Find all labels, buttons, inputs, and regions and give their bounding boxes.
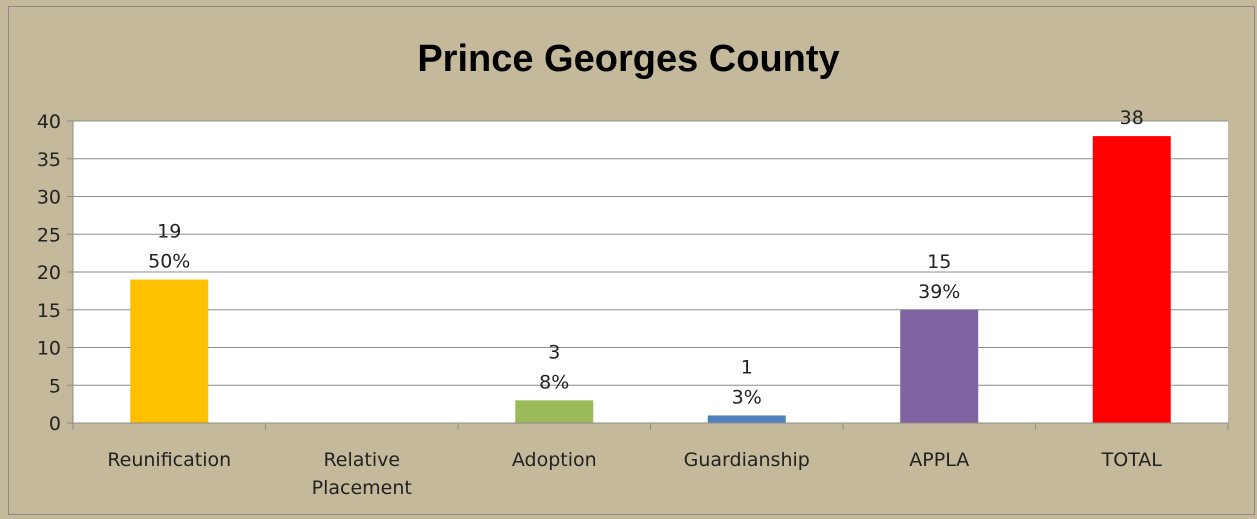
- y-tick-label: 15: [37, 300, 61, 322]
- x-category-label: Placement: [312, 477, 412, 499]
- bars: [130, 136, 1171, 423]
- y-tick-label: 35: [37, 149, 61, 171]
- bar: [1092, 136, 1171, 423]
- data-labels: 19 50% 3 8% 1 3% 15 39% 38: [148, 107, 1144, 408]
- y-tick-label: 5: [49, 375, 61, 397]
- data-label: 3: [548, 341, 560, 363]
- data-label: 39%: [918, 281, 960, 303]
- bar: [707, 415, 786, 423]
- gridlines: [73, 120, 1228, 386]
- x-category-label: TOTAL: [1101, 449, 1163, 471]
- y-tick-label: 40: [37, 111, 61, 133]
- x-category-label: Relative: [323, 449, 400, 471]
- data-label: 3%: [732, 386, 762, 408]
- data-label: 8%: [539, 371, 569, 393]
- x-axis-categories: Reunification Relative Placement Adoption Gu…: [107, 449, 1162, 499]
- y-tick-label: 30: [37, 187, 61, 209]
- data-label: 50%: [148, 251, 190, 273]
- y-axis-ticks: 0 5 10 15 20 25 30 35 40: [37, 111, 73, 435]
- y-tick-label: 25: [37, 224, 61, 246]
- bar: [130, 279, 209, 423]
- data-label: 38: [1120, 107, 1144, 129]
- y-tick-label: 0: [49, 413, 61, 435]
- chart-frame: [8, 6, 1255, 515]
- data-label: 19: [157, 221, 181, 243]
- y-tick-label: 20: [37, 262, 61, 284]
- chart-title: Prince Georges County: [417, 38, 840, 80]
- x-category-label: Reunification: [107, 449, 231, 471]
- bar: [515, 400, 594, 423]
- x-category-label: Guardianship: [684, 449, 810, 471]
- data-label: 15: [927, 251, 951, 273]
- x-category-label: Adoption: [512, 449, 597, 471]
- y-tick-label: 10: [37, 338, 61, 360]
- data-label: 1: [741, 356, 753, 378]
- bar: [900, 309, 979, 423]
- x-category-label: APPLA: [909, 449, 969, 471]
